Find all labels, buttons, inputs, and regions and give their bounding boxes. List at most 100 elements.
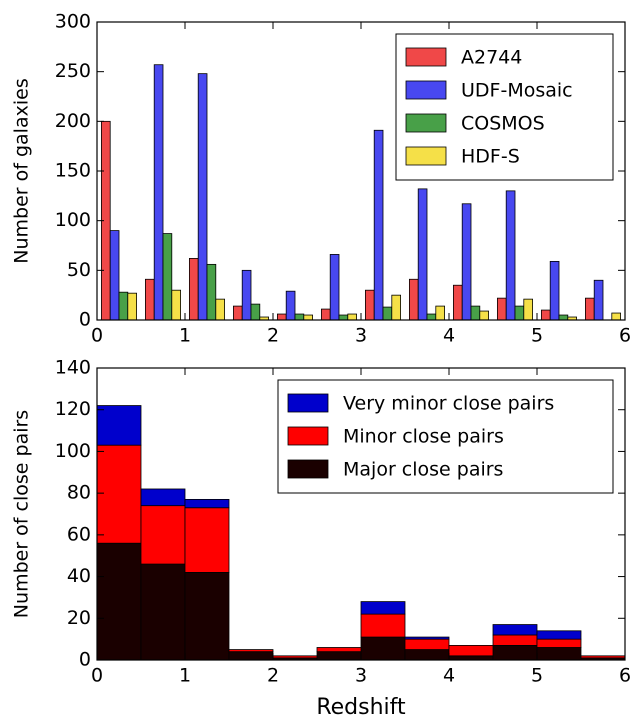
- bar: [417, 188, 428, 321]
- bar: [171, 289, 182, 321]
- bar-segment: [96, 542, 142, 661]
- y-axis-label: Number of close pairs: [11, 410, 33, 618]
- legend-swatch: [287, 426, 329, 446]
- bar: [541, 309, 551, 321]
- y-tick-label: 80: [67, 482, 91, 504]
- bar: [250, 303, 261, 321]
- legend-label: Very minor close pairs: [343, 393, 554, 415]
- bar-segment: [184, 498, 230, 509]
- bar: [558, 314, 569, 321]
- bar-segment: [184, 507, 230, 573]
- bar: [585, 297, 595, 321]
- y-tick-label: 300: [55, 11, 91, 33]
- bar-segment: [228, 651, 274, 661]
- legend-label: UDF-Mosaic: [461, 80, 573, 102]
- bar: [470, 305, 481, 321]
- bar: [408, 278, 419, 321]
- y-tick-label: 200: [55, 110, 91, 132]
- bar-segment: [140, 505, 186, 565]
- y-tick-label: 0: [79, 649, 91, 671]
- bar: [611, 312, 621, 321]
- y-tick-label: 50: [67, 259, 91, 281]
- bar: [452, 284, 463, 321]
- legend-label: HDF-S: [461, 146, 520, 168]
- x-tick-label: 5: [531, 325, 543, 347]
- bar: [329, 254, 340, 321]
- bar: [373, 129, 384, 321]
- legend-swatch: [287, 459, 329, 479]
- legend-label: A2744: [461, 47, 522, 69]
- bar: [338, 314, 349, 321]
- bar: [109, 230, 120, 321]
- bar: [144, 278, 155, 321]
- x-axis-label: Redshift: [316, 695, 406, 720]
- x-tick-label: 0: [91, 665, 103, 687]
- bar-segment: [228, 649, 274, 653]
- bar-segment: [536, 647, 582, 661]
- bar-segment: [184, 572, 230, 661]
- legend-swatch: [405, 80, 447, 100]
- bar-segment: [272, 655, 318, 659]
- x-tick-label: 4: [443, 325, 455, 347]
- bar: [479, 310, 489, 321]
- bar: [514, 305, 525, 321]
- bar: [118, 291, 129, 321]
- bar: [496, 297, 507, 321]
- legend-swatch: [405, 113, 447, 133]
- legend-swatch: [405, 47, 447, 67]
- bar: [294, 313, 305, 321]
- bar: [206, 263, 217, 321]
- y-tick-label: 40: [67, 565, 91, 587]
- bar: [505, 190, 516, 321]
- bar: [276, 313, 287, 321]
- bar: [391, 294, 401, 321]
- bar: [153, 64, 164, 321]
- x-tick-label: 6: [619, 325, 631, 347]
- x-tick-label: 3: [355, 665, 367, 687]
- legend-swatch: [405, 146, 447, 166]
- bar-segment: [316, 651, 362, 661]
- y-tick-label: 20: [67, 607, 91, 629]
- x-tick-label: 1: [179, 325, 191, 347]
- y-tick-label: 250: [55, 60, 91, 82]
- bar-segment: [580, 655, 626, 659]
- bar-segment: [96, 444, 142, 544]
- bar: [320, 308, 331, 321]
- legend-box: [277, 379, 614, 494]
- bar-segment: [492, 624, 538, 636]
- legend-label: Minor close pairs: [343, 426, 504, 448]
- bar-segment: [360, 613, 406, 638]
- x-tick-label: 3: [355, 325, 367, 347]
- x-tick-label: 6: [619, 665, 631, 687]
- bar: [303, 314, 313, 321]
- bar: [197, 73, 208, 321]
- x-tick-label: 2: [267, 325, 279, 347]
- y-tick-label: 0: [79, 309, 91, 331]
- bar-segment: [536, 638, 582, 648]
- y-tick-label: 100: [55, 209, 91, 231]
- bar-segment: [140, 563, 186, 661]
- y-tick-label: 140: [55, 357, 91, 379]
- bar-segment: [492, 645, 538, 661]
- y-tick-label: 150: [55, 160, 91, 182]
- legend-label: Major close pairs: [343, 459, 503, 481]
- bar-segment: [404, 649, 450, 661]
- bar: [241, 269, 252, 321]
- x-tick-label: 2: [267, 665, 279, 687]
- bar-segment: [140, 488, 186, 507]
- bar-segment: [360, 636, 406, 661]
- bar-segment: [448, 645, 494, 657]
- bar: [285, 290, 296, 321]
- x-tick-label: 1: [179, 665, 191, 687]
- bar: [127, 292, 138, 321]
- bar-segment: [404, 636, 450, 640]
- legend-swatch: [287, 393, 329, 413]
- y-tick-label: 60: [67, 523, 91, 545]
- bar-segment: [404, 638, 450, 650]
- x-tick-label: 4: [443, 665, 455, 687]
- bar: [347, 313, 357, 321]
- y-tick-label: 100: [55, 440, 91, 462]
- bar: [593, 279, 604, 321]
- bar-segment: [448, 655, 494, 661]
